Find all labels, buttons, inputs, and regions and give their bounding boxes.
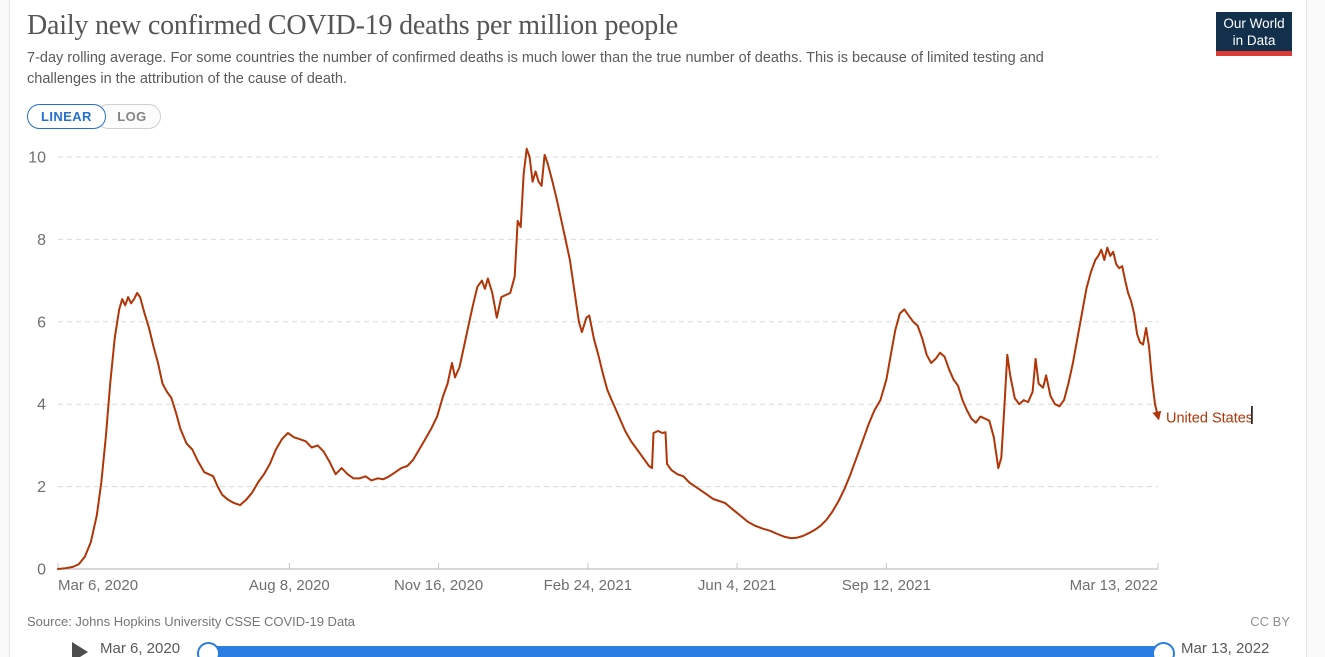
page-right-margin [1307, 0, 1325, 657]
x-axis-label: Jun 4, 2021 [698, 577, 776, 594]
series-label-united-states[interactable]: United States [1166, 411, 1253, 427]
page-title: Daily new confirmed COVID-19 deaths per … [27, 10, 678, 41]
tab-log[interactable]: LOG [96, 104, 161, 129]
x-axis-label: Mar 6, 2020 [58, 577, 138, 594]
y-axis-label-10: 10 [28, 150, 46, 167]
timeline-start-handle[interactable] [197, 642, 220, 657]
page-left-border [9, 0, 10, 657]
y-axis-label-2: 2 [37, 479, 46, 496]
license-badge: CC BY [1250, 614, 1290, 629]
chart-subtitle-line1: 7-day rolling average. For some countrie… [27, 50, 1044, 66]
chart-subtitle-line2: challenges in the attribution of the cau… [27, 71, 348, 87]
y-axis-label-0: 0 [37, 562, 46, 579]
page-right-border [1306, 0, 1307, 657]
timeline-end-date: Mar 13, 2022 [1181, 640, 1270, 657]
x-axis-label: Sep 12, 2021 [842, 577, 931, 594]
chart-subtitle: 7-day rolling average. For some countrie… [27, 48, 1044, 90]
scale-toggle: LINEAR LOG [27, 104, 161, 130]
x-axis-label: Nov 16, 2020 [394, 577, 483, 594]
timeline-slider-track[interactable] [208, 646, 1162, 657]
timeline-start-date: Mar 6, 2020 [100, 640, 181, 657]
tab-linear[interactable]: LINEAR [27, 104, 106, 129]
y-axis-label-4: 4 [37, 397, 46, 414]
owid-logo-text: Our World in Data [1216, 12, 1292, 51]
timeline-end-handle[interactable] [1152, 642, 1175, 657]
x-axis-label: Aug 8, 2020 [249, 577, 330, 594]
y-axis-label-6: 6 [37, 314, 46, 331]
owid-logo-red-bar [1216, 51, 1292, 56]
x-axis-label: Mar 13, 2022 [1070, 577, 1158, 594]
y-axis-label-8: 8 [37, 232, 46, 249]
source-attribution: Source: Johns Hopkins University CSSE CO… [27, 614, 356, 629]
page-left-margin [0, 0, 9, 657]
x-axis-label: Feb 24, 2021 [544, 577, 632, 594]
series-line-united-states[interactable] [57, 147, 1162, 570]
owid-logo[interactable]: Our World in Data [1216, 12, 1292, 56]
play-icon[interactable] [72, 642, 88, 657]
text-cursor [1251, 406, 1253, 424]
